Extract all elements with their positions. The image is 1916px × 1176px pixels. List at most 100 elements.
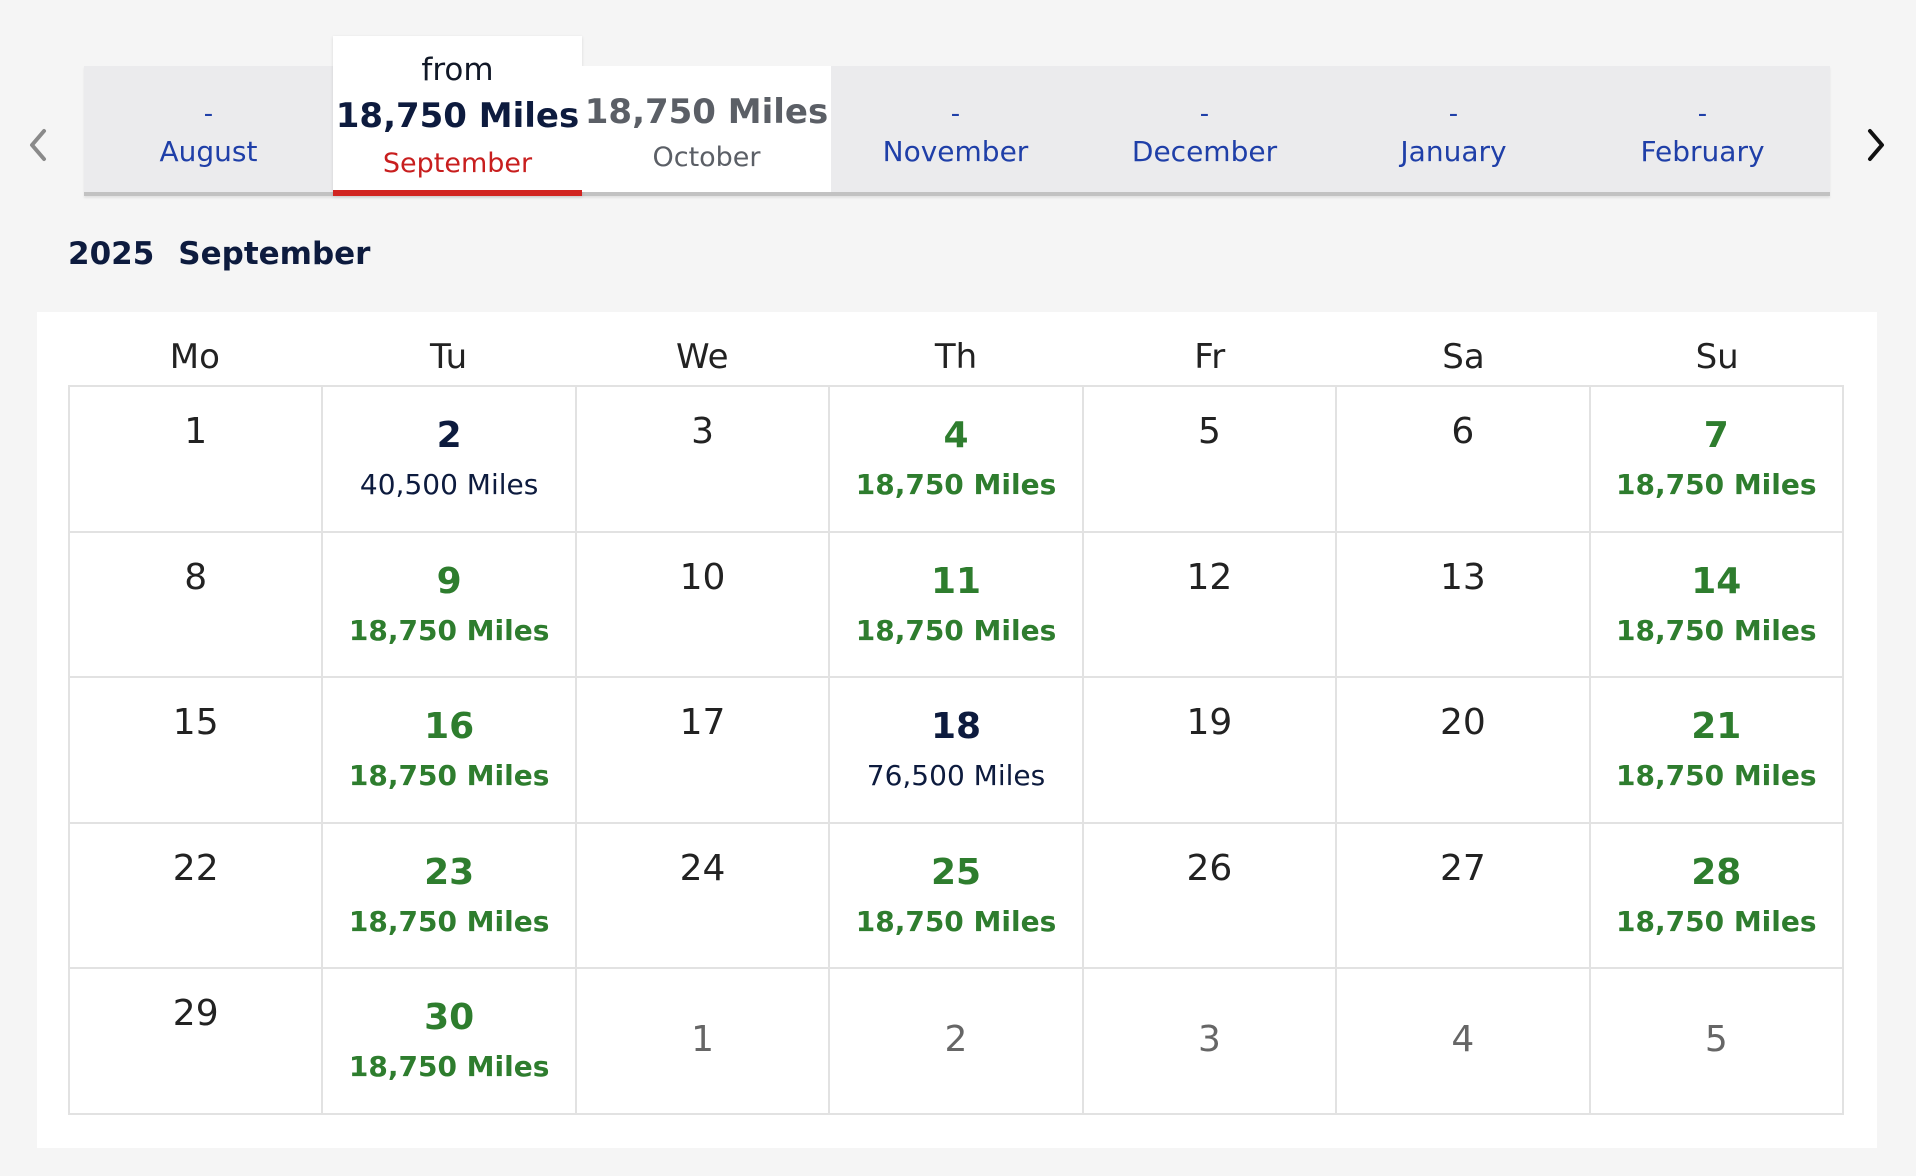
calendar-day-cell: 5	[1590, 969, 1844, 1115]
day-miles-price: 18,750 Miles	[855, 904, 1057, 938]
calendar-day-cell: 2	[830, 969, 1084, 1115]
day-number: 4	[1451, 1019, 1475, 1061]
weekday-label: Fr	[1194, 337, 1226, 377]
calendar-day-cell[interactable]: 1	[70, 387, 324, 533]
calendar-day-cell[interactable]: 25 18,750 Miles	[830, 823, 1084, 970]
tab-price: 18,750 Miles	[584, 92, 829, 132]
weekday-label: Su	[1695, 337, 1739, 377]
calendar-day-cell[interactable]: 21 18,750 Miles	[1590, 678, 1844, 824]
calendar-day-cell[interactable]: 5	[1083, 387, 1338, 533]
day-number: 1	[184, 411, 208, 452]
calendar-month: September	[178, 236, 371, 272]
day-miles-price: 76,500 Miles	[866, 759, 1046, 793]
day-number: 23	[424, 851, 475, 893]
calendar-day-cell: 1	[576, 969, 831, 1115]
tab-month-name: September	[382, 148, 533, 179]
tab-month-name: October	[652, 142, 761, 173]
day-miles-price: 18,750 Miles	[1616, 468, 1817, 501]
day-number: 9	[436, 560, 462, 602]
calendar-day-cell[interactable]: 11 18,750 Miles	[830, 532, 1084, 679]
day-number: 2	[944, 1019, 968, 1061]
calendar-day-cell[interactable]: 26	[1083, 823, 1338, 970]
calendar-day-cell[interactable]: 17	[576, 678, 831, 824]
calendar-day-cell[interactable]: 7 18,750 Miles	[1590, 387, 1844, 533]
day-miles-price: 18,750 Miles	[348, 1050, 550, 1084]
calendar-day-cell[interactable]: 22	[70, 823, 324, 970]
day-miles-price: 18,750 Miles	[348, 759, 550, 793]
tab-month-name: January	[1400, 135, 1507, 168]
calendar-panel: Mo Tu We Th Fr Sa Su 1 2 40,500 Miles 3 4 18,…	[37, 312, 1877, 1148]
calendar-day-cell[interactable]: 23 18,750 Miles	[323, 823, 577, 970]
day-number: 11	[930, 560, 982, 602]
day-number: 17	[679, 702, 726, 744]
calendar-day-cell[interactable]: 27	[1337, 823, 1591, 970]
calendar-day-cell[interactable]: 29	[70, 969, 324, 1115]
tab-price: -	[1199, 99, 1210, 129]
tab-price: -	[1697, 99, 1708, 129]
calendar-day-cell[interactable]: 18 76,500 Miles	[830, 678, 1084, 824]
tab-from-label: from	[421, 52, 494, 88]
day-number: 24	[679, 847, 726, 889]
day-number: 25	[930, 851, 982, 893]
weekday-label: Th	[934, 337, 978, 377]
calendar-day-cell[interactable]: 15	[70, 678, 324, 824]
day-number: 6	[1451, 411, 1475, 452]
calendar-day-cell[interactable]: 14 18,750 Miles	[1590, 532, 1844, 679]
calendar-day-cell: 4	[1337, 969, 1591, 1115]
day-number: 4	[943, 415, 969, 456]
calendar-day-cell[interactable]: 10	[576, 532, 831, 679]
chevron-left-icon	[30, 129, 46, 161]
day-number: 27	[1439, 847, 1486, 889]
tab-price: -	[950, 99, 961, 129]
calendar-day-cell[interactable]: 3	[576, 387, 831, 533]
calendar-day-cell[interactable]: 6	[1337, 387, 1591, 533]
calendar-day-cell[interactable]: 16 18,750 Miles	[323, 678, 577, 824]
day-number: 5	[1197, 411, 1221, 452]
weekday-label: Sa	[1442, 337, 1485, 377]
day-number: 12	[1186, 556, 1233, 598]
calendar-day-cell[interactable]: 30 18,750 Miles	[323, 969, 577, 1115]
tab-december[interactable]: - December	[1080, 66, 1329, 192]
calendar-heading: 2025 September	[68, 234, 394, 274]
calendar-day-cell[interactable]: 4 18,750 Miles	[830, 387, 1084, 533]
tab-january[interactable]: - January	[1329, 66, 1578, 192]
calendar-day-cell[interactable]: 2 40,500 Miles	[323, 387, 577, 533]
tab-month-name: August	[159, 135, 258, 168]
prev-month-button[interactable]	[18, 120, 58, 170]
day-number: 2	[436, 415, 462, 456]
calendar-day-cell[interactable]: 19	[1083, 678, 1338, 824]
tab-month-name: November	[882, 135, 1029, 168]
day-number: 21	[1691, 706, 1742, 748]
tab-november[interactable]: - November	[831, 66, 1080, 192]
weekday-label: Tu	[430, 337, 468, 377]
day-number: 13	[1439, 556, 1486, 598]
day-number: 1	[691, 1019, 715, 1061]
day-number: 26	[1186, 847, 1233, 889]
day-miles-price: 18,750 Miles	[1616, 904, 1817, 938]
next-month-button[interactable]	[1856, 120, 1896, 170]
calendar-day-cell[interactable]: 9 18,750 Miles	[323, 532, 577, 679]
tab-august[interactable]: - August	[84, 66, 333, 192]
day-miles-price: 40,500 Miles	[359, 468, 539, 501]
day-number: 3	[1197, 1019, 1221, 1061]
tab-september[interactable]: from 18,750 Miles September	[333, 36, 582, 196]
day-miles-price: 18,750 Miles	[348, 904, 550, 938]
day-number: 19	[1186, 702, 1233, 744]
calendar-day-cell[interactable]: 20	[1337, 678, 1591, 824]
calendar-year: 2025	[68, 236, 155, 272]
calendar-day-cell[interactable]: 13	[1337, 532, 1591, 679]
tab-october[interactable]: 18,750 Miles October	[582, 66, 831, 192]
tab-february[interactable]: - February	[1578, 66, 1827, 192]
day-number: 28	[1691, 851, 1742, 893]
calendar-grid: 1 2 40,500 Miles 3 4 18,750 Miles 5 6 7 18,750 Mi…	[68, 385, 1844, 1115]
calendar-day-cell[interactable]: 8	[70, 532, 324, 679]
tab-price: -	[203, 99, 214, 129]
calendar-day-cell[interactable]: 24	[576, 823, 831, 970]
calendar-day-cell[interactable]: 28 18,750 Miles	[1590, 823, 1844, 970]
day-miles-price: 18,750 Miles	[1616, 759, 1817, 793]
weekday-label: We	[676, 337, 729, 377]
day-number: 16	[424, 706, 475, 748]
day-number: 30	[424, 997, 475, 1039]
tab-month-name: December	[1131, 135, 1278, 168]
calendar-day-cell[interactable]: 12	[1083, 532, 1338, 679]
